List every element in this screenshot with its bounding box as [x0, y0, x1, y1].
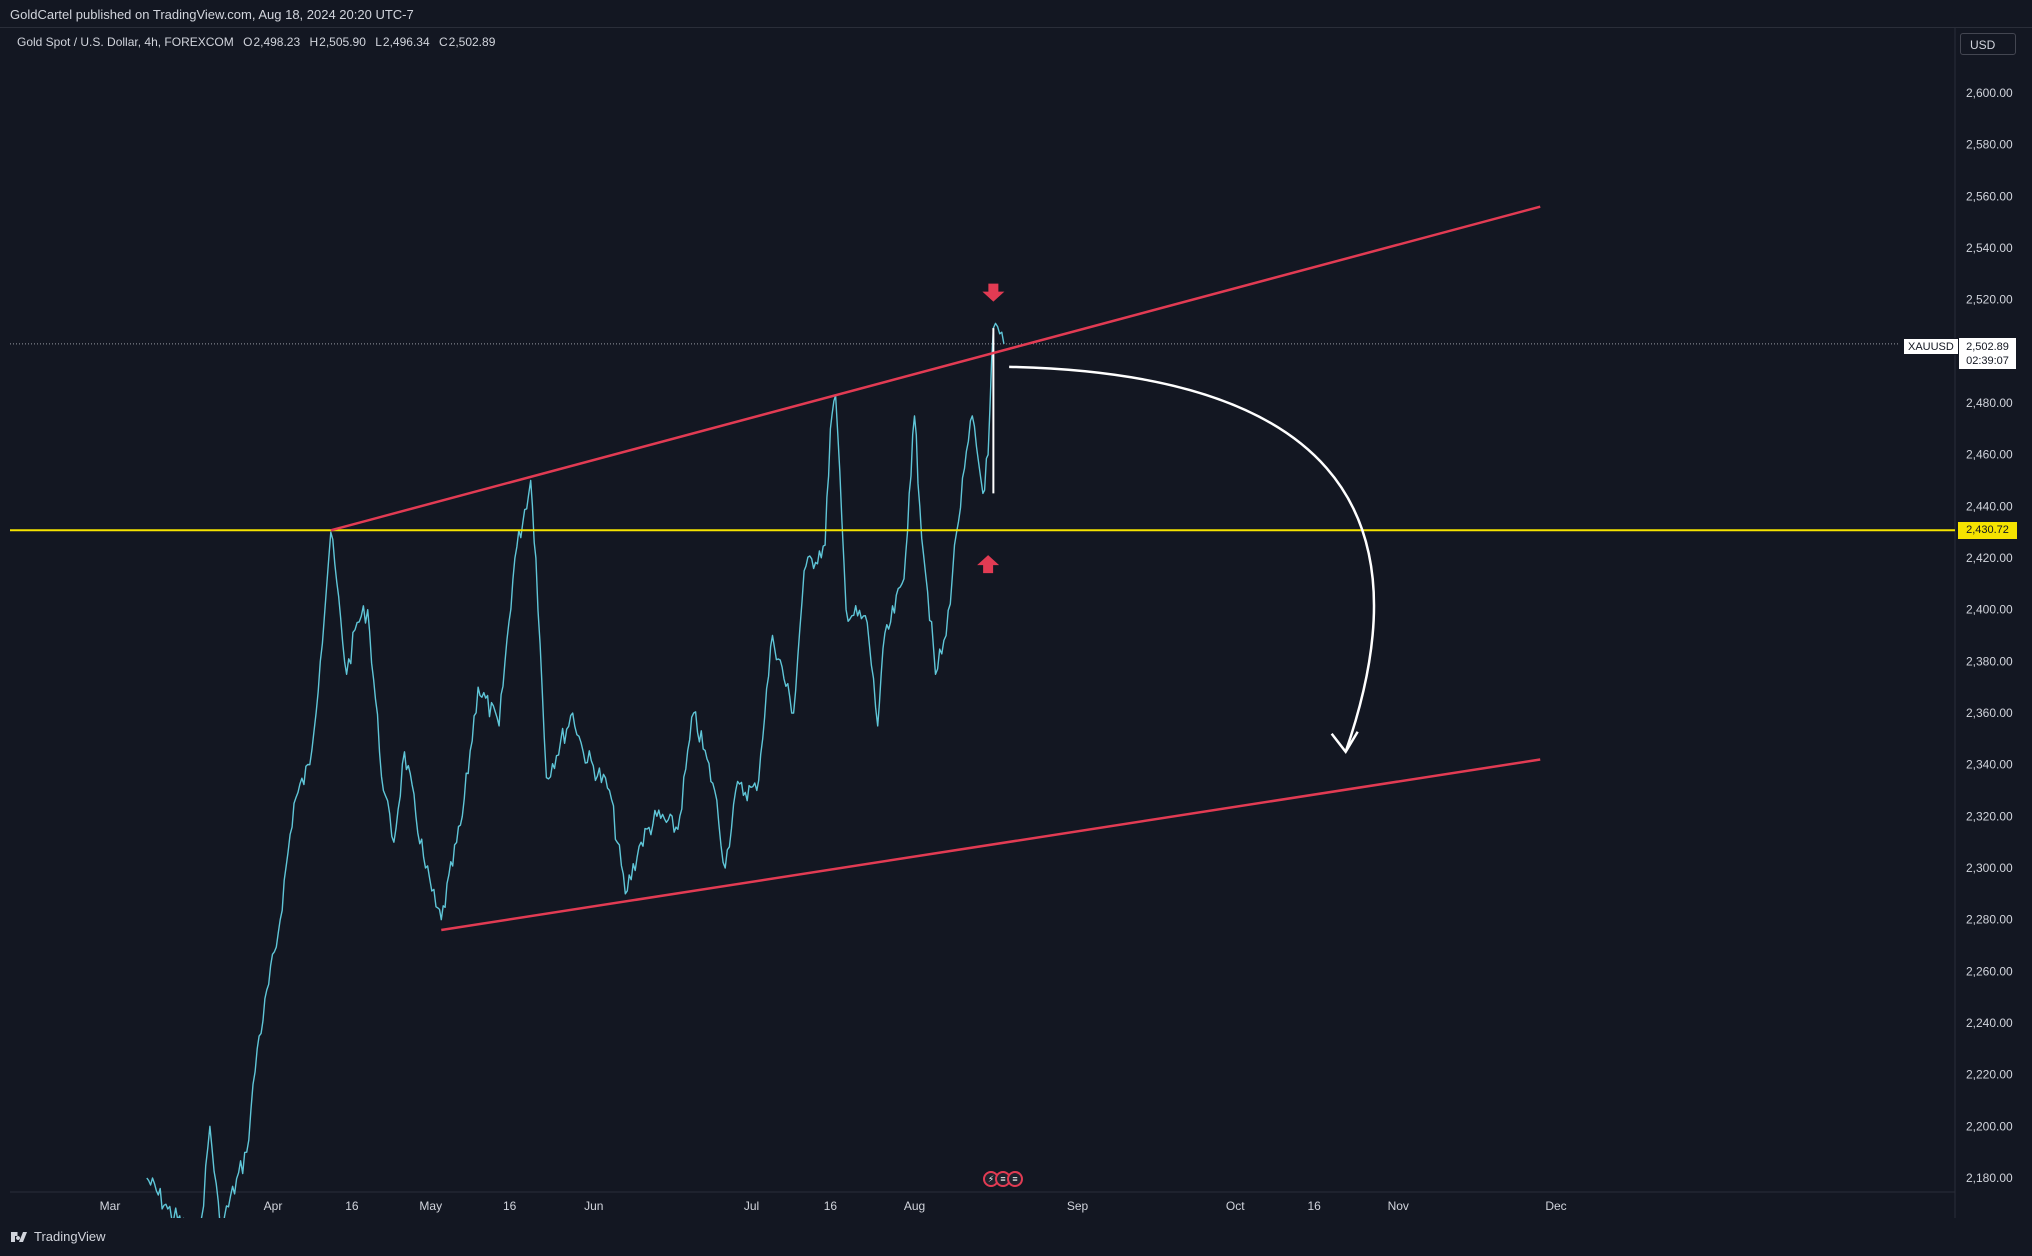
tradingview-logo-icon — [11, 1231, 27, 1242]
price-tick-label: 2,380.00 — [1966, 654, 2013, 668]
time-tick-label: Oct — [1226, 1199, 1245, 1213]
time-tick-label: May — [419, 1199, 442, 1213]
price-tick-label: 2,340.00 — [1966, 758, 2013, 772]
time-tick-label: Dec — [1545, 1199, 1566, 1213]
close-label: C — [438, 35, 448, 49]
time-axis-ticks: Mar Apr 16 May 16 Jun Jul 16 Aug Sep Oct 16 Nov Dec — [100, 1199, 1567, 1213]
price-tick-label: 2,440.00 — [1966, 499, 2013, 513]
time-tick-label: 16 — [824, 1199, 838, 1213]
open-label: O — [243, 35, 253, 49]
price-tick-label: 2,220.00 — [1966, 1068, 2013, 1082]
price-tick-label: 2,520.00 — [1966, 293, 2013, 307]
currency-selector[interactable]: USD — [1960, 33, 2016, 55]
legend-title: Gold Spot / U.S. Dollar, 4h, FOREXCOM — [17, 35, 234, 49]
up-arrow-marker — [977, 555, 1000, 574]
axis-lines — [10, 27, 1956, 1218]
horizontal-line-price-tag: 2,430.72 — [1958, 522, 2017, 539]
header-bar: GoldCartel published on TradingView.com,… — [0, 0, 2032, 28]
price-tick-label: 2,280.00 — [1966, 913, 2013, 927]
time-tick-label: Aug — [904, 1199, 925, 1213]
price-tick-label: 2,180.00 — [1966, 1171, 2013, 1185]
price-tick-label: 2,320.00 — [1966, 809, 2013, 823]
symbol-tag: XAUUSD — [1903, 338, 1959, 355]
price-axis-ticks: 2,180.00 2,200.00 2,220.00 2,240.00 2,260.00… — [1966, 86, 2013, 1185]
projection-arrowhead — [1330, 731, 1359, 754]
time-tick-label: Jul — [744, 1199, 759, 1213]
time-tick-label: 16 — [345, 1199, 359, 1213]
economic-events[interactable]: ⚡ ≡ ≡ — [983, 1171, 1023, 1187]
time-tick-label: Sep — [1067, 1199, 1089, 1213]
close-value: 2,502.89 — [448, 35, 496, 49]
price-tick-label: 2,300.00 — [1966, 861, 2013, 875]
low-label: L — [375, 35, 382, 49]
published-by-text: GoldCartel published on TradingView.com,… — [10, 7, 414, 22]
price-tick-label: 2,400.00 — [1966, 603, 2013, 617]
price-tick-label: 2,360.00 — [1966, 706, 2013, 720]
price-tick-label: 2,200.00 — [1966, 1119, 2013, 1133]
down-arrow-marker — [982, 283, 1005, 302]
time-tick-label: Mar — [100, 1199, 121, 1213]
price-tick-label: 2,240.00 — [1966, 1016, 2013, 1030]
price-tick-label: 2,560.00 — [1966, 189, 2013, 203]
symbol-legend[interactable]: Gold Spot / U.S. Dollar, 4h, FOREXCOM O2… — [17, 35, 495, 49]
time-tick-label: 16 — [1307, 1199, 1321, 1213]
price-tick-label: 2,420.00 — [1966, 551, 2013, 565]
high-value: 2,505.90 — [319, 35, 366, 49]
price-tick-label: 2,600.00 — [1966, 86, 2013, 100]
price-series — [146, 322, 1005, 1250]
price-tick-label: 2,580.00 — [1966, 138, 2013, 152]
time-tick-label: Nov — [1388, 1199, 1409, 1213]
price-tick-label: 2,460.00 — [1966, 448, 2013, 462]
open-value: 2,498.23 — [253, 35, 301, 49]
tradingview-brand[interactable]: TradingView — [11, 1229, 106, 1244]
footer — [0, 1218, 2032, 1256]
drawings — [10, 205, 1955, 932]
time-tick-label: 16 — [503, 1199, 517, 1213]
time-tick-label: Apr — [264, 1199, 283, 1213]
price-tick-label: 2,480.00 — [1966, 396, 2013, 410]
high-label: H — [309, 35, 319, 49]
price-line — [146, 322, 1005, 1250]
price-tick-label: 2,540.00 — [1966, 241, 2013, 255]
channel-upper-line — [330, 205, 1541, 532]
low-value: 2,496.34 — [382, 35, 430, 49]
time-tick-label: Jun — [584, 1199, 603, 1213]
us-flag-icon[interactable]: ≡ — [1007, 1171, 1023, 1187]
channel-lower-line — [441, 758, 1541, 932]
candle-countdown: 02:39:07 — [1966, 355, 2009, 367]
last-price-tag: 2,502.89 02:39:07 — [1958, 337, 2017, 370]
price-tick-label: 2,260.00 — [1966, 964, 2013, 978]
brand-name: TradingView — [34, 1229, 106, 1244]
projection-arrow — [1009, 365, 1376, 753]
last-price-value: 2,502.89 — [1966, 341, 2009, 353]
